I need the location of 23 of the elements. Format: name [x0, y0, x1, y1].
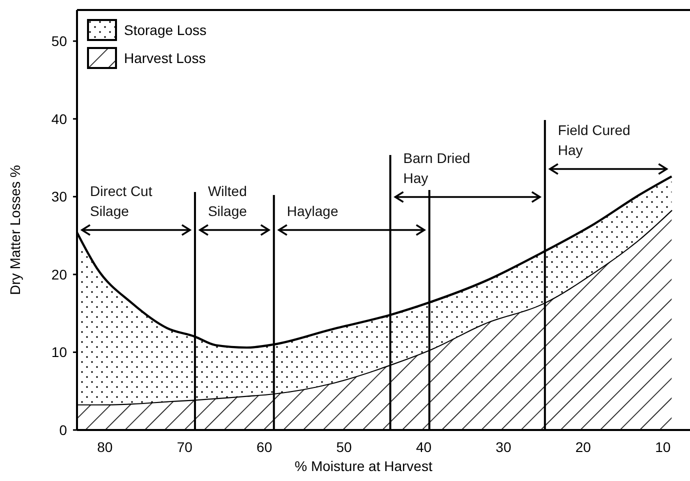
x-tick-label: 10	[655, 439, 671, 455]
y-tick-label: 10	[51, 344, 68, 360]
annotation: Wilted Silage	[208, 183, 248, 219]
x-tick-label: 80	[97, 439, 113, 455]
annotation: Field Cured Hay	[558, 122, 630, 158]
legend-label: Harvest Loss	[124, 50, 206, 66]
y-tick-label: 40	[51, 110, 68, 127]
y-tick-label: 0	[59, 422, 68, 438]
x-axis-title: % Moisture at Harvest	[294, 458, 432, 474]
x-tick-label: 70	[176, 439, 193, 455]
x-tick-label: 20	[575, 439, 592, 455]
y-tick-label: 30	[51, 188, 68, 205]
x-tick-label: 50	[336, 439, 352, 455]
legend-label: Storage Loss	[124, 22, 206, 38]
annotation: Direct Cut Silage	[90, 183, 152, 219]
y-tick-label: 50	[51, 33, 68, 50]
x-tick-label: 30	[496, 439, 512, 455]
x-tick-label: 60	[256, 439, 272, 455]
annotation: Barn Dried Hay	[403, 150, 470, 186]
annotation: Haylage	[286, 203, 338, 219]
x-tick-label: 40	[416, 439, 432, 455]
y-tick-label: 20	[51, 266, 68, 282]
y-axis-title: Dry Matter Losses %	[7, 165, 23, 295]
